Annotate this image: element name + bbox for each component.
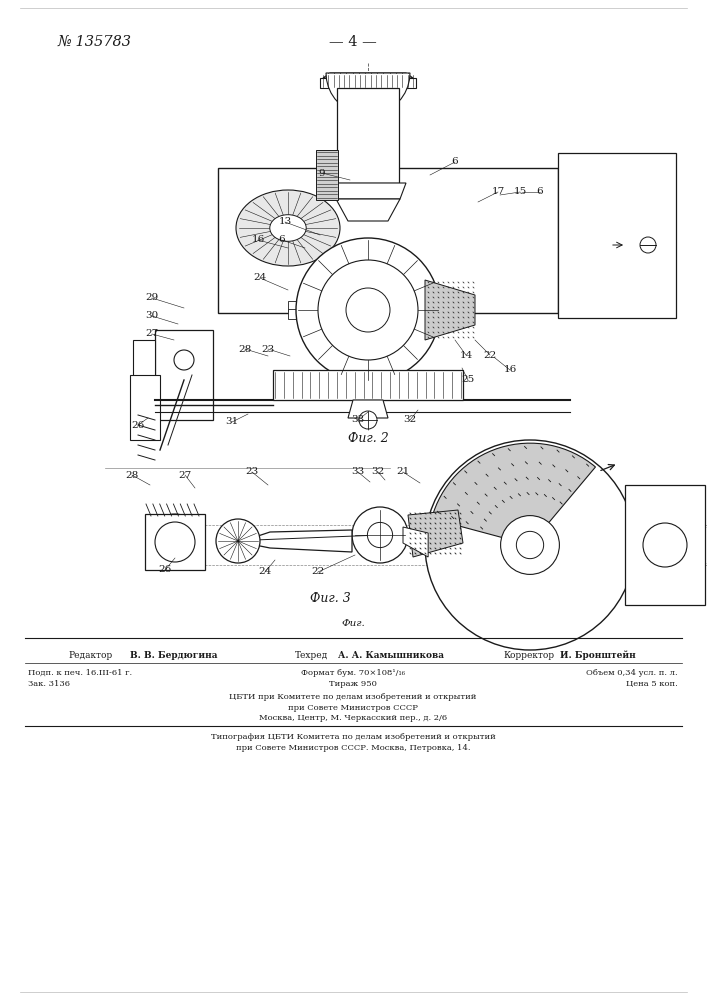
Wedge shape (431, 443, 595, 545)
Text: В. В. Бердюгина: В. В. Бердюгина (130, 650, 218, 660)
Text: 9: 9 (319, 168, 325, 178)
Text: 33: 33 (351, 468, 365, 477)
Text: 33: 33 (351, 416, 365, 424)
Ellipse shape (270, 215, 306, 241)
Circle shape (643, 523, 687, 567)
Bar (320, 78, 416, 88)
Text: 26: 26 (132, 420, 145, 430)
Text: Фиг. 3: Фиг. 3 (310, 591, 351, 604)
Polygon shape (323, 73, 413, 78)
Circle shape (296, 238, 440, 382)
Circle shape (318, 260, 418, 360)
Text: Зак. 3136: Зак. 3136 (28, 680, 70, 688)
Text: 6: 6 (279, 235, 286, 244)
Bar (337, 88, 399, 183)
Circle shape (346, 288, 390, 332)
Text: 6: 6 (452, 157, 458, 166)
Polygon shape (408, 510, 463, 557)
Text: 6: 6 (537, 188, 543, 196)
Text: И. Бронштейн: И. Бронштейн (560, 650, 636, 660)
Text: 26: 26 (158, 566, 172, 574)
Text: 13: 13 (279, 218, 291, 227)
Circle shape (368, 522, 392, 548)
Bar (288, 301, 448, 311)
Text: 28: 28 (238, 344, 252, 354)
Text: Корректор: Корректор (503, 650, 554, 660)
Text: Тираж 950: Тираж 950 (329, 680, 377, 688)
Polygon shape (255, 530, 352, 552)
Text: Формат бум. 70×108¹/₁₆: Формат бум. 70×108¹/₁₆ (301, 669, 405, 677)
Polygon shape (330, 183, 406, 199)
Text: при Совете Министров СССР: при Совете Министров СССР (288, 704, 418, 712)
Text: Фиг.: Фиг. (341, 618, 365, 628)
Text: 15: 15 (513, 188, 527, 196)
Bar (218, 168, 558, 313)
Circle shape (501, 516, 559, 574)
Text: 27: 27 (178, 471, 192, 480)
Text: 24: 24 (258, 568, 271, 576)
Bar (558, 153, 676, 318)
Circle shape (640, 237, 656, 253)
Polygon shape (326, 73, 410, 115)
Circle shape (352, 507, 408, 563)
Circle shape (425, 440, 635, 650)
Bar (288, 309, 448, 319)
Text: 21: 21 (397, 468, 409, 477)
Polygon shape (425, 280, 475, 340)
Text: Редактор: Редактор (68, 650, 112, 660)
Text: № 135783: № 135783 (58, 35, 132, 49)
Text: ЦБТИ при Комитете по делам изобретений и открытий: ЦБТИ при Комитете по делам изобретений и… (229, 693, 477, 701)
Bar (130, 375, 160, 440)
Text: 25: 25 (462, 375, 474, 384)
Text: 23: 23 (245, 468, 259, 477)
Text: 23: 23 (262, 344, 274, 354)
Text: 16: 16 (503, 365, 517, 374)
Text: Подп. к печ. 16.III-61 г.: Подп. к печ. 16.III-61 г. (28, 669, 132, 677)
Text: 31: 31 (226, 418, 239, 426)
Text: Цена 5 коп.: Цена 5 коп. (626, 680, 678, 688)
Text: при Совете Министров СССР. Москва, Петровка, 14.: при Совете Министров СССР. Москва, Петро… (235, 744, 470, 752)
Polygon shape (403, 527, 428, 557)
Text: Фиг. 2: Фиг. 2 (348, 432, 388, 444)
Bar (133, 340, 155, 408)
Text: 22: 22 (484, 351, 496, 360)
Text: 29: 29 (146, 294, 158, 302)
Polygon shape (336, 199, 400, 221)
Circle shape (516, 531, 544, 559)
Bar (625, 485, 705, 605)
Text: 32: 32 (371, 468, 385, 477)
Text: 32: 32 (404, 416, 416, 424)
Text: 14: 14 (460, 351, 472, 360)
Text: Типография ЦБТИ Комитета по делам изобретений и открытий: Типография ЦБТИ Комитета по делам изобре… (211, 733, 496, 741)
Text: 17: 17 (491, 188, 505, 196)
Text: 24: 24 (253, 273, 267, 282)
Bar (273, 370, 463, 400)
Text: Техред: Техред (295, 650, 328, 660)
Circle shape (359, 411, 377, 429)
Text: 16: 16 (252, 235, 264, 244)
Text: 22: 22 (311, 568, 325, 576)
Text: Москва, Центр, М. Черкасский пер., д. 2/6: Москва, Центр, М. Черкасский пер., д. 2/… (259, 714, 447, 722)
Ellipse shape (236, 190, 340, 266)
Text: 28: 28 (125, 471, 139, 480)
Polygon shape (348, 400, 388, 418)
Text: 30: 30 (146, 312, 158, 320)
Circle shape (174, 350, 194, 370)
Text: Объем 0,34 усл. п. л.: Объем 0,34 усл. п. л. (586, 669, 678, 677)
Bar (316, 150, 338, 200)
Circle shape (155, 522, 195, 562)
Circle shape (147, 514, 203, 570)
Text: — 4 —: — 4 — (329, 35, 377, 49)
Text: А. А. Камышникова: А. А. Камышникова (338, 650, 444, 660)
Text: 27: 27 (146, 330, 158, 338)
Bar (145, 514, 205, 570)
Circle shape (216, 519, 260, 563)
Bar (155, 330, 213, 420)
